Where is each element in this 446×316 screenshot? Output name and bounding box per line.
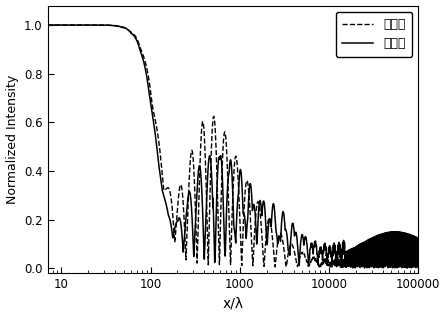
- 透射型: [186, 176, 192, 179]
- 反射型: [45, 23, 50, 27]
- 透射型: [45, 23, 50, 27]
- 反射型: [362, 266, 367, 270]
- 透射型: [87, 23, 93, 27]
- 透射型: [112, 24, 118, 27]
- 透射型: [416, 254, 421, 258]
- 反射型: [322, 245, 327, 248]
- Legend: 透射型, 反射型: 透射型, 反射型: [336, 12, 412, 57]
- Y-axis label: Normalized Intensity: Normalized Intensity: [5, 75, 19, 204]
- 透射型: [322, 258, 327, 261]
- Line: 透射型: 透射型: [48, 25, 418, 268]
- 反射型: [186, 190, 192, 193]
- 反射型: [286, 249, 291, 252]
- 透射型: [350, 257, 355, 261]
- 透射型: [286, 249, 291, 253]
- 反射型: [416, 236, 421, 240]
- Line: 反射型: 反射型: [48, 25, 418, 268]
- 透射型: [405, 266, 410, 270]
- 反射型: [267, 217, 273, 221]
- 反射型: [87, 23, 92, 27]
- 反射型: [350, 264, 355, 268]
- 透射型: [267, 218, 273, 222]
- 反射型: [112, 24, 118, 27]
- X-axis label: x/λ: x/λ: [223, 296, 244, 310]
